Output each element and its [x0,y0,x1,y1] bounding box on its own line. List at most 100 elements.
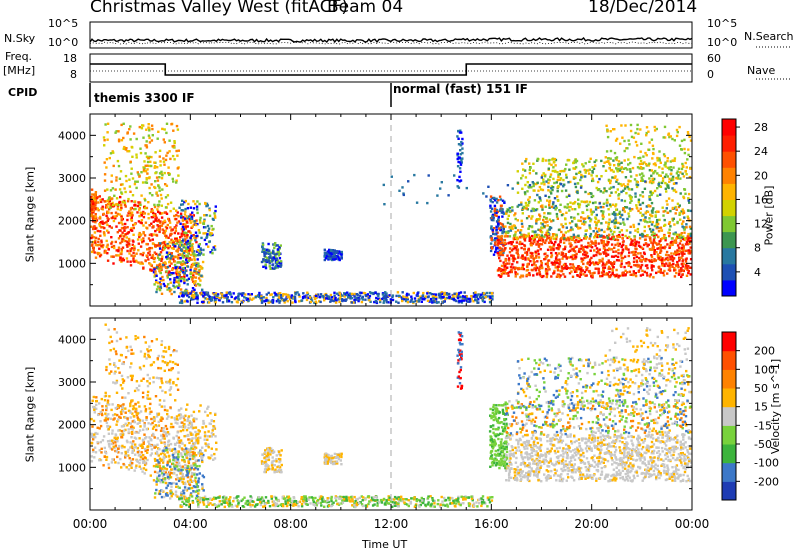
power-cell [423,298,426,301]
power-cell [504,263,507,266]
power-cell [687,237,690,240]
power-cell [171,268,174,271]
power-cell [422,291,425,295]
power-cell [269,252,272,256]
power-cell [556,261,559,265]
power-cell [626,271,629,274]
power-cell [665,250,669,254]
power-cell [533,233,537,237]
power-cell [99,253,103,257]
power-cell [119,195,122,199]
power-cell [267,260,271,263]
power-cell [129,125,132,128]
power-cell [106,259,110,262]
power-cell [360,291,363,295]
power-cell [545,275,548,279]
power-cell [401,291,404,294]
power-cell [678,204,681,207]
power-cell [649,191,652,194]
power-cell [668,234,671,238]
power-cell [534,256,538,259]
power-cell [209,251,212,254]
power-cell [97,209,100,212]
power-cell [531,181,534,184]
freq-label-2: [MHz] [3,64,36,77]
power-cell [99,230,102,233]
vel-cell [134,443,137,446]
power-cell [634,192,637,195]
power-cell [622,218,625,221]
power-cell [180,301,184,305]
power-cell [282,293,285,296]
power-cell [501,199,505,202]
power-cell [561,225,565,229]
power-cell [106,223,109,227]
power-cell [161,275,164,279]
power-cell [194,276,198,279]
power-cell [530,252,534,255]
power-cell [512,247,515,251]
power-cell [368,295,372,298]
power-cell [632,273,635,277]
power-cell [181,263,184,266]
power-cell [659,271,663,274]
power-cell [443,291,446,295]
power-cell [637,198,641,201]
power-cell [161,174,164,177]
power-cell [680,148,683,151]
power-cell [456,154,459,157]
power-cell [594,239,597,243]
power-cell [659,258,662,261]
power-cell [263,249,266,252]
power-cell [124,226,127,230]
power-cell [105,221,108,224]
power-cell [600,234,603,237]
power-cell [193,262,197,265]
power-cell [273,267,276,270]
power-cell [520,274,523,277]
power-cell [620,213,624,217]
power-cell [610,237,613,241]
power-cell [158,186,161,189]
power-cell [229,293,232,296]
power-cell [179,279,183,283]
power-cell [201,293,204,296]
power-cell [134,207,137,211]
power-cell [499,222,502,225]
power-cell [554,252,558,255]
power-cell [657,257,660,260]
power-cell [337,255,340,259]
power-cell [614,250,618,253]
power-cell [391,294,395,297]
power-cell [332,299,336,303]
power-cell [340,253,343,256]
power-cell [667,197,671,200]
power-cell [580,173,583,177]
power-cell [540,176,543,179]
power-cell [653,249,656,252]
power-cell [319,300,322,304]
power-cell [269,267,272,270]
power-cell [497,254,500,257]
power-cell [184,292,187,296]
power-cell [274,266,277,269]
power-cell [474,296,477,299]
power-cell [159,283,162,286]
power-cell [280,296,283,299]
power-cell [477,293,480,296]
power-cell [601,217,605,220]
power-cell [627,163,630,166]
power-cell [532,207,536,211]
power-cell [524,160,527,163]
power-cell [594,208,598,211]
power-cell [153,251,156,254]
power-cell [179,256,182,260]
power-cell [516,261,519,264]
power-cell [98,255,102,258]
power-cell [163,171,166,175]
power-cell [193,257,196,260]
power-cell [165,122,169,125]
power-cell [296,291,299,294]
power-cell [128,242,131,246]
power-cell [516,205,519,208]
